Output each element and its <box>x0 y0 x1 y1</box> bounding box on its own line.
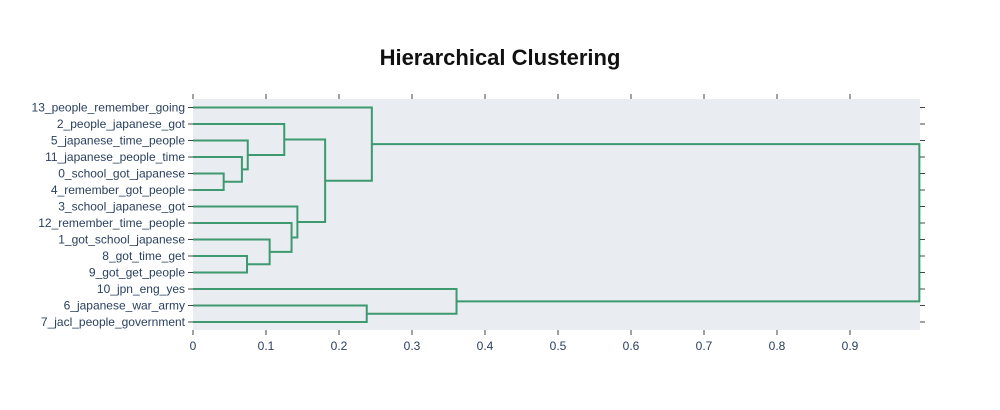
leaf-label: 9_got_get_people <box>89 266 185 280</box>
x-tick-label: 0.3 <box>404 339 421 353</box>
leaf-label: 8_got_time_get <box>102 249 185 263</box>
y-axis: 13_people_remember_going 2_people_japanes… <box>32 101 193 329</box>
leaf-label: 3_school_japanese_got <box>58 200 185 214</box>
x-tick-label: 0.7 <box>696 339 713 353</box>
x-tick-label: 0.6 <box>623 339 640 353</box>
leaf-label: 11_japanese_people_time <box>45 150 185 164</box>
x-tick-label: 0.8 <box>769 339 786 353</box>
leaf-label: 2_people_japanese_got <box>57 117 186 131</box>
leaf-label: 6_japanese_war_army <box>64 299 185 313</box>
leaf-label: 10_jpn_eng_yes <box>97 282 185 296</box>
plot-area <box>193 99 920 330</box>
dendrogram-links <box>193 106 921 323</box>
x-tick-label: 0.1 <box>258 339 275 353</box>
x-tick-label: 0.2 <box>331 339 348 353</box>
leaf-label: 5_japanese_time_people <box>51 134 185 148</box>
leaf-label: 12_remember_time_people <box>38 216 185 230</box>
x-axis: 0 0.1 0.2 0.3 0.4 0.5 0.6 0.7 0.8 0.9 <box>190 94 859 353</box>
chart-title: Hierarchical Clustering <box>380 45 621 70</box>
x-tick-label: 0.9 <box>842 339 859 353</box>
leaf-label: 0_school_got_japanese <box>58 167 185 181</box>
right-axis-ticks <box>920 107 925 323</box>
x-tick-label: 0.4 <box>477 339 494 353</box>
leaf-label: 4_remember_got_people <box>51 183 185 197</box>
x-tick-label: 0.5 <box>550 339 567 353</box>
leaf-label: 1_got_school_japanese <box>58 233 185 247</box>
leaf-label: 13_people_remember_going <box>32 101 185 115</box>
x-tick-label: 0 <box>190 339 197 353</box>
leaf-label: 7_jacl_people_government <box>41 315 186 329</box>
link-m13 <box>371 143 921 303</box>
